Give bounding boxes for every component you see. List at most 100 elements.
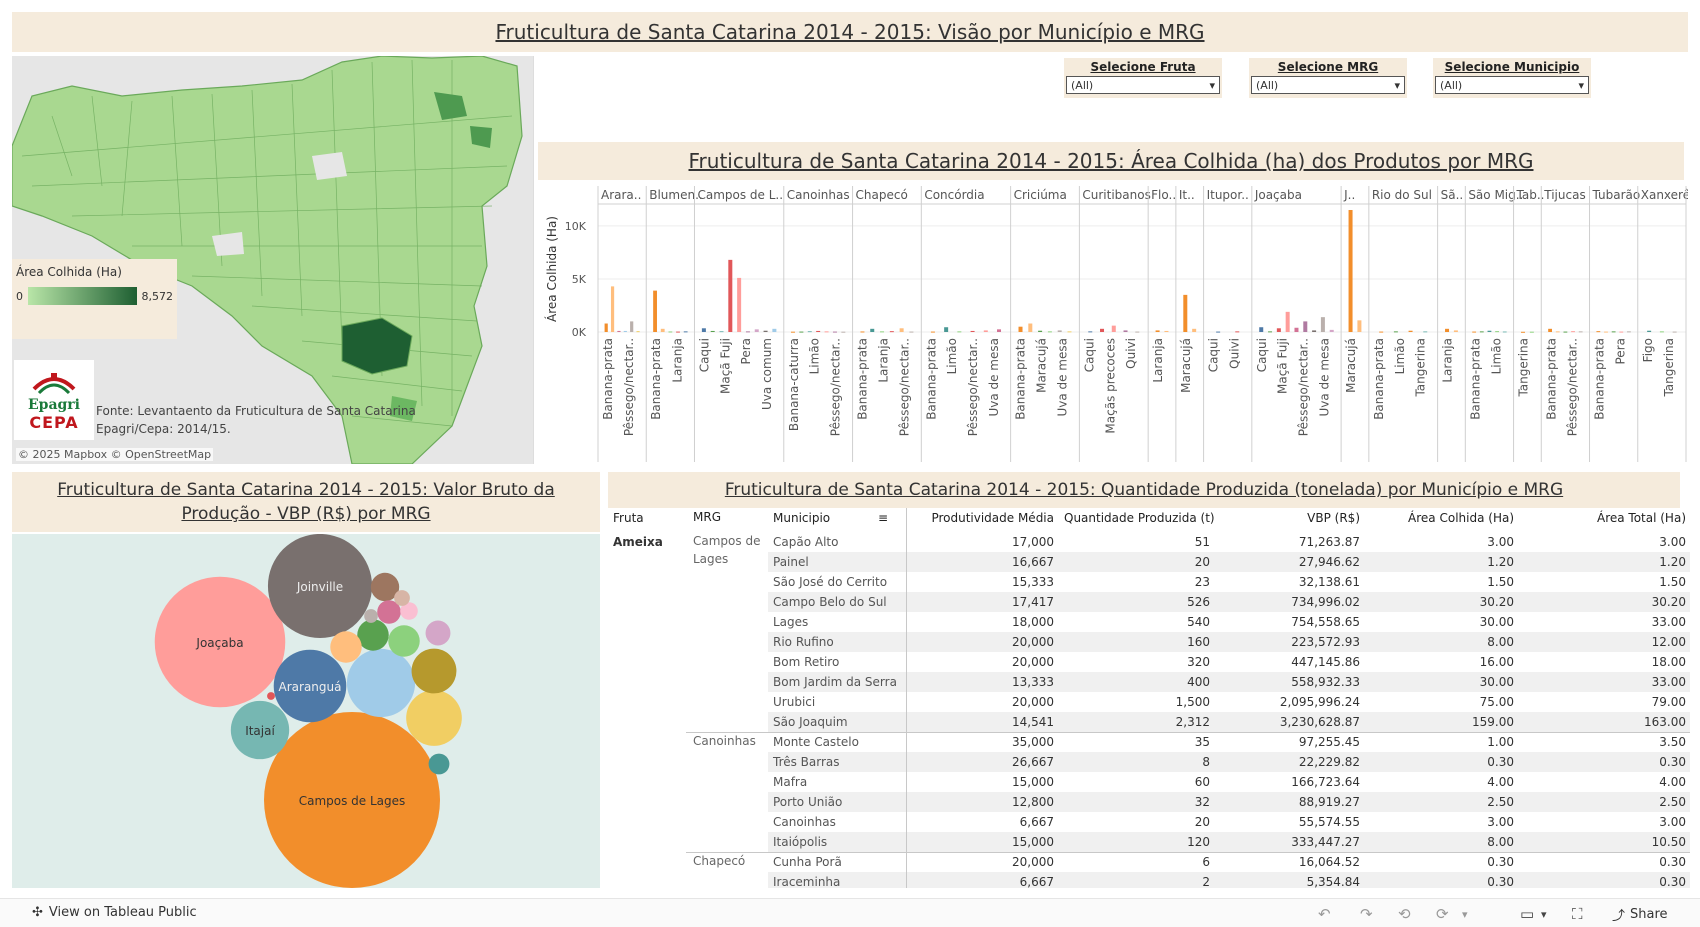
bar[interactable] [899, 328, 904, 332]
bar[interactable] [1028, 323, 1033, 332]
chevron-down-icon[interactable]: ▾ [1541, 908, 1547, 921]
bar[interactable] [1619, 331, 1624, 333]
bar[interactable] [1423, 331, 1428, 333]
bubble[interactable] [330, 631, 362, 663]
bar[interactable] [1329, 329, 1334, 332]
bar[interactable] [944, 327, 949, 332]
bar[interactable] [1578, 331, 1583, 333]
group-header[interactable]: Tab.. [1516, 188, 1545, 202]
bar[interactable] [653, 290, 657, 332]
bar[interactable] [957, 331, 962, 333]
bar[interactable] [668, 331, 673, 333]
table-row[interactable]: São Joaquim 14,541 2,312 3,230,628.87 159.00… [608, 712, 1690, 732]
share-button[interactable]: ⤴ Share [1612, 905, 1668, 924]
group-header[interactable]: Criciúma [1014, 188, 1067, 202]
bar[interactable] [1100, 328, 1105, 332]
bar[interactable] [832, 331, 837, 333]
bar-chart-svg[interactable]: Área Colhida (Ha) 0K 5K 10K Arara.. Banana-pr… [538, 184, 1690, 464]
bar[interactable] [1479, 331, 1484, 333]
bar[interactable] [1111, 325, 1116, 332]
bar[interactable] [1155, 330, 1160, 332]
table-row[interactable]: Bom Jardim da Serra 13,333 400 558,932.33 30… [608, 672, 1690, 692]
bar[interactable] [1571, 331, 1575, 333]
bar[interactable] [737, 277, 742, 332]
group-header[interactable]: Curitibanos [1082, 188, 1150, 202]
bar[interactable] [1276, 328, 1281, 332]
bar[interactable] [617, 330, 621, 332]
bar[interactable] [1393, 331, 1398, 333]
group-header[interactable]: Itupor.. [1207, 188, 1249, 202]
view-on-tableau-link[interactable]: ✣ View on Tableau Public [32, 905, 197, 920]
table-row[interactable]: Mafra 15,000 60 166,723.64 4.00 4.00 [608, 772, 1690, 792]
header-fruta[interactable]: Fruta [613, 511, 644, 525]
bubble[interactable] [230, 700, 290, 760]
bubble[interactable] [273, 649, 347, 723]
bar[interactable] [870, 328, 875, 332]
bubble[interactable] [267, 692, 275, 700]
bubble[interactable] [411, 648, 457, 694]
bar[interactable] [710, 330, 715, 332]
bar[interactable] [807, 331, 812, 333]
bar[interactable] [1303, 321, 1308, 332]
table-row[interactable]: Iraceminha 6,667 2 5,354.84 0.30 0.30 [608, 872, 1690, 888]
bar[interactable] [1647, 330, 1652, 332]
bar[interactable] [970, 330, 975, 332]
bar[interactable] [1495, 331, 1500, 333]
bar[interactable] [1659, 331, 1664, 333]
bar[interactable] [683, 331, 688, 333]
group-header[interactable]: Xanxerê [1641, 188, 1690, 202]
bar[interactable] [889, 331, 894, 333]
bar[interactable] [1348, 210, 1353, 332]
table-row[interactable]: Ameixa Campos de Lages Capão Alto 17,000 51 7… [608, 532, 1690, 566]
bar[interactable] [1529, 331, 1534, 333]
bar[interactable] [1088, 331, 1093, 333]
bar[interactable] [1555, 331, 1560, 333]
bar[interactable] [1627, 331, 1631, 333]
table-row[interactable]: São José do Cerrito 15,333 23 32,138.61 1.50… [608, 572, 1690, 592]
bar[interactable] [660, 328, 665, 332]
bubble[interactable] [425, 620, 451, 646]
bar[interactable] [676, 331, 680, 333]
bar[interactable] [1123, 330, 1128, 332]
bar[interactable] [1672, 331, 1677, 333]
bar[interactable] [1604, 331, 1608, 333]
group-header[interactable]: Chapecó [856, 188, 908, 202]
bubble-chart-svg[interactable]: Campos de Lages Joaçaba Joinville Araranguá… [12, 534, 600, 888]
bar[interactable] [1216, 331, 1221, 333]
bar[interactable] [841, 331, 846, 333]
bar[interactable] [997, 329, 1002, 332]
group-header[interactable]: Flo.. [1151, 188, 1176, 202]
header-quantidade[interactable]: Quantidade Produzida (t) [1064, 511, 1215, 525]
bar[interactable] [1520, 331, 1525, 333]
bar[interactable] [1183, 294, 1188, 332]
bar[interactable] [930, 331, 935, 333]
bar[interactable] [1472, 331, 1477, 333]
table-row[interactable]: Canoinhas Monte Castelo 35,000 35 97,255.45 1… [608, 732, 1690, 752]
bar[interactable] [1235, 331, 1240, 333]
header-vbp[interactable]: VBP (R$) [1307, 511, 1360, 525]
undo-icon[interactable]: ↶ [1318, 905, 1331, 923]
redo-icon[interactable]: ↷ [1360, 905, 1373, 923]
bar[interactable] [1611, 331, 1616, 333]
group-header[interactable]: Campos de L.. [697, 188, 783, 202]
bar[interactable] [1067, 331, 1072, 333]
map-background[interactable] [12, 56, 534, 464]
sort-icon[interactable]: ≡ [878, 511, 889, 525]
bar[interactable] [799, 331, 804, 333]
table-row[interactable]: Canoinhas 6,667 20 55,574.55 3.00 3.00 [608, 812, 1690, 832]
filter-municipio-select[interactable]: (All) ▾ [1435, 76, 1589, 94]
chevron-down-icon[interactable]: ▾ [1462, 908, 1468, 921]
group-header[interactable]: Concórdia [924, 188, 984, 202]
filter-mrg-select[interactable]: (All) ▾ [1251, 76, 1405, 94]
bar[interactable] [1057, 330, 1062, 332]
bar[interactable] [1445, 328, 1450, 332]
header-mrg[interactable]: MRG [693, 510, 721, 524]
group-header[interactable]: Tubarão [1592, 188, 1641, 202]
map-attribution[interactable]: © 2025 Mapbox © OpenStreetMap [16, 448, 214, 461]
bar[interactable] [1379, 331, 1384, 333]
bubble[interactable] [267, 534, 373, 639]
table-row[interactable]: Porto União 12,800 32 88,919.27 2.50 2.50 [608, 792, 1690, 812]
bar[interactable] [604, 323, 608, 332]
bar[interactable] [983, 330, 988, 332]
refresh-icon[interactable]: ⟳ [1436, 905, 1449, 923]
